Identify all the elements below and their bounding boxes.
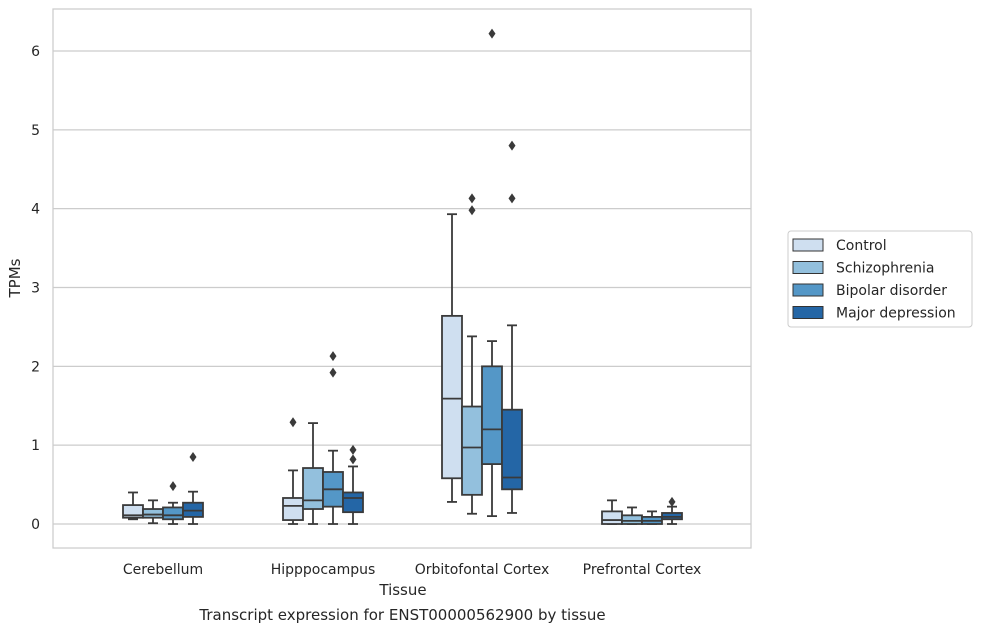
outlier-point	[289, 417, 297, 428]
y-axis-label: TPMs	[6, 258, 24, 298]
legend-item: Schizophrenia	[792, 261, 934, 277]
legend-swatch	[792, 261, 824, 274]
box-iqr	[501, 408, 523, 491]
box-iqr	[342, 491, 364, 514]
x-tick-label: Cerebellum	[123, 562, 203, 578]
legend-swatch	[792, 306, 824, 319]
x-tick-label: Orbitofontal Cortex	[415, 562, 550, 578]
box	[342, 444, 364, 525]
outlier-point	[169, 481, 177, 492]
box	[481, 28, 503, 518]
legend-swatch	[792, 283, 824, 297]
x-tick-label: Prefrontal Cortex	[583, 562, 702, 578]
legend-label: Schizophrenia	[836, 261, 934, 277]
legend-item: Major depression	[792, 306, 956, 322]
box-iqr	[142, 508, 164, 519]
box	[142, 499, 164, 525]
outlier-point	[349, 444, 357, 455]
legend: Control Schizophrenia Bipolar disorder Majo…	[787, 230, 973, 328]
series-major-depression	[182, 140, 683, 525]
box	[621, 506, 643, 525]
y-tick-label: 6	[31, 44, 40, 60]
outlier-point	[349, 454, 357, 465]
box-iqr	[441, 314, 463, 480]
outlier-point	[329, 351, 337, 362]
y-tick-label: 2	[31, 359, 40, 375]
box	[162, 481, 184, 525]
box	[182, 451, 204, 525]
box-iqr	[621, 514, 643, 525]
box-iqr	[302, 467, 324, 510]
legend-label: Control	[836, 238, 887, 254]
box	[282, 417, 304, 525]
x-axis-label: Tissue	[378, 581, 426, 599]
box	[601, 499, 623, 525]
legend-label: Major depression	[836, 306, 956, 322]
grid-lines	[53, 50, 751, 525]
box	[302, 422, 324, 525]
plot-frame	[52, 8, 752, 549]
box-iqr	[461, 405, 483, 496]
outlier-point	[508, 140, 516, 151]
x-tick-label: Hipppocampus	[271, 562, 376, 578]
outlier-point	[508, 193, 516, 204]
outlier-point	[468, 193, 476, 204]
outlier-point	[468, 205, 476, 216]
box	[661, 496, 683, 525]
y-tick-label: 4	[31, 202, 40, 218]
series-control	[122, 213, 623, 525]
y-tick-labels: 0 1 2 3 4 5 6	[31, 44, 40, 533]
outlier-point	[668, 496, 676, 507]
box	[501, 140, 523, 514]
box	[122, 491, 144, 521]
y-tick-label: 0	[31, 517, 40, 533]
y-tick-label: 3	[31, 281, 40, 297]
figure-caption: Transcript expression for ENST0000056290…	[199, 606, 606, 624]
box-iqr	[481, 365, 503, 465]
box	[322, 351, 344, 525]
y-tick-label: 5	[31, 123, 40, 139]
box	[461, 193, 483, 515]
box	[441, 213, 463, 503]
legend-label: Bipolar disorder	[836, 283, 947, 299]
outlier-point	[329, 367, 337, 378]
box-iqr	[162, 506, 184, 521]
x-tick-labels: Cerebellum Hipppocampus Orbitofontal Corte…	[123, 562, 701, 578]
legend-frame	[787, 230, 973, 328]
box-iqr	[282, 497, 304, 521]
y-tick-label: 1	[31, 438, 40, 454]
box	[641, 510, 663, 525]
series-bipolar-disorder	[162, 28, 663, 525]
legend-item: Control	[792, 238, 887, 254]
legend-item: Bipolar disorder	[792, 283, 947, 299]
legend-swatch	[792, 238, 824, 252]
outlier-point	[488, 28, 496, 39]
box-iqr	[601, 510, 623, 525]
outlier-point	[189, 451, 197, 462]
series-schizophrenia	[142, 193, 643, 525]
box-plot-series	[122, 28, 683, 525]
